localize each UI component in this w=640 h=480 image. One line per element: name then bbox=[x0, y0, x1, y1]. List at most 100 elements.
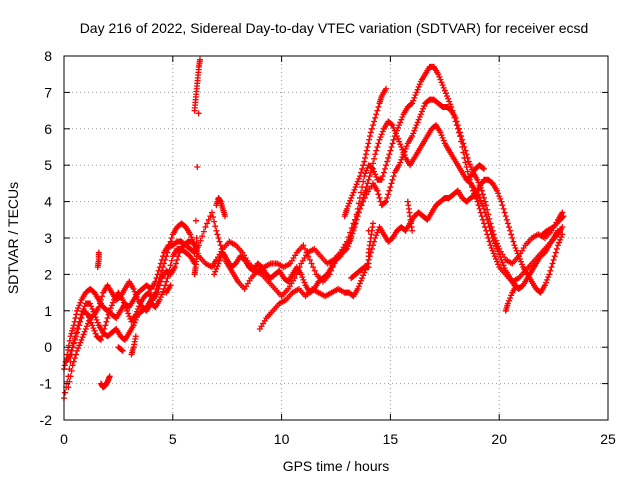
data-point bbox=[398, 116, 405, 123]
data-point bbox=[508, 292, 515, 299]
data-point bbox=[99, 333, 106, 340]
data-point bbox=[76, 302, 83, 309]
data-point bbox=[352, 220, 359, 227]
data-point bbox=[213, 227, 220, 234]
data-point bbox=[440, 84, 447, 91]
data-point bbox=[373, 111, 380, 118]
data-point bbox=[355, 175, 362, 182]
data-point bbox=[374, 187, 381, 194]
data-point bbox=[483, 202, 490, 209]
data-point bbox=[547, 267, 554, 274]
data-point bbox=[549, 260, 556, 267]
data-point bbox=[359, 275, 366, 282]
data-point bbox=[490, 250, 497, 257]
data-point bbox=[355, 283, 362, 290]
data-point bbox=[222, 213, 229, 220]
data-point bbox=[497, 195, 504, 202]
data-point bbox=[484, 216, 491, 223]
data-point bbox=[487, 242, 494, 249]
data-point bbox=[496, 193, 503, 200]
data-point bbox=[162, 256, 169, 263]
data-point bbox=[75, 305, 82, 312]
data-point bbox=[132, 333, 139, 340]
data-point bbox=[482, 198, 489, 205]
data-point bbox=[494, 245, 501, 252]
data-point bbox=[482, 209, 489, 216]
data-point bbox=[101, 326, 108, 332]
data-point bbox=[76, 342, 83, 349]
data-point bbox=[97, 336, 104, 343]
data-point bbox=[463, 151, 470, 158]
data-point bbox=[480, 165, 487, 172]
data-point bbox=[376, 194, 383, 201]
data-point bbox=[554, 242, 561, 249]
x-tick-label: 25 bbox=[600, 431, 616, 447]
data-point bbox=[347, 235, 354, 242]
data-point bbox=[204, 220, 211, 227]
data-point bbox=[217, 242, 224, 249]
data-point bbox=[352, 184, 359, 191]
data-point bbox=[504, 300, 511, 307]
data-point bbox=[491, 253, 498, 260]
data-point bbox=[376, 136, 383, 143]
data-point bbox=[61, 362, 68, 369]
data-point bbox=[486, 224, 493, 231]
data-point bbox=[497, 254, 504, 261]
data-point bbox=[134, 305, 141, 312]
data-point bbox=[216, 238, 223, 245]
data-point bbox=[466, 161, 473, 168]
data-point bbox=[208, 209, 215, 216]
data-point bbox=[464, 168, 471, 175]
data-point bbox=[217, 255, 224, 262]
data-point bbox=[89, 305, 96, 312]
data-point bbox=[80, 331, 87, 338]
data-point bbox=[212, 268, 219, 275]
data-point bbox=[377, 133, 384, 140]
data-point bbox=[346, 200, 353, 207]
data-point bbox=[474, 198, 481, 205]
data-point bbox=[298, 271, 305, 278]
data-point bbox=[488, 231, 495, 238]
data-point bbox=[360, 194, 367, 201]
data-point bbox=[498, 198, 505, 205]
data-point bbox=[362, 154, 369, 161]
data-point bbox=[483, 213, 490, 220]
data-point bbox=[418, 108, 425, 115]
data-point bbox=[554, 227, 561, 234]
data-point bbox=[485, 220, 492, 227]
data-point bbox=[83, 323, 90, 330]
data-point bbox=[365, 227, 372, 234]
data-point bbox=[514, 250, 521, 257]
y-tick-label: 4 bbox=[44, 194, 52, 210]
data-point bbox=[86, 317, 93, 324]
data-point bbox=[358, 189, 365, 196]
data-point bbox=[96, 300, 103, 307]
data-point bbox=[77, 339, 84, 346]
data-point bbox=[372, 171, 379, 178]
data-point bbox=[371, 155, 378, 162]
data-point bbox=[211, 218, 218, 225]
data-point bbox=[362, 170, 369, 177]
data-point bbox=[157, 278, 164, 285]
data-point bbox=[550, 256, 557, 263]
data-point bbox=[476, 194, 483, 201]
data-point bbox=[94, 319, 101, 326]
y-tick-label: 3 bbox=[44, 230, 52, 246]
data-point bbox=[194, 164, 201, 171]
data-point bbox=[544, 276, 551, 283]
data-point bbox=[358, 277, 365, 284]
data-point bbox=[420, 105, 427, 112]
data-point bbox=[156, 296, 163, 303]
data-point bbox=[409, 227, 416, 234]
data-point bbox=[348, 275, 355, 282]
y-tick-label: 1 bbox=[44, 303, 52, 319]
y-tick-label: 6 bbox=[44, 121, 52, 137]
data-point bbox=[513, 282, 520, 289]
data-point bbox=[398, 156, 405, 163]
data-point bbox=[74, 329, 81, 336]
data-point bbox=[438, 132, 445, 139]
data-point bbox=[372, 151, 379, 158]
data-point bbox=[365, 176, 372, 183]
data-point bbox=[413, 122, 420, 129]
